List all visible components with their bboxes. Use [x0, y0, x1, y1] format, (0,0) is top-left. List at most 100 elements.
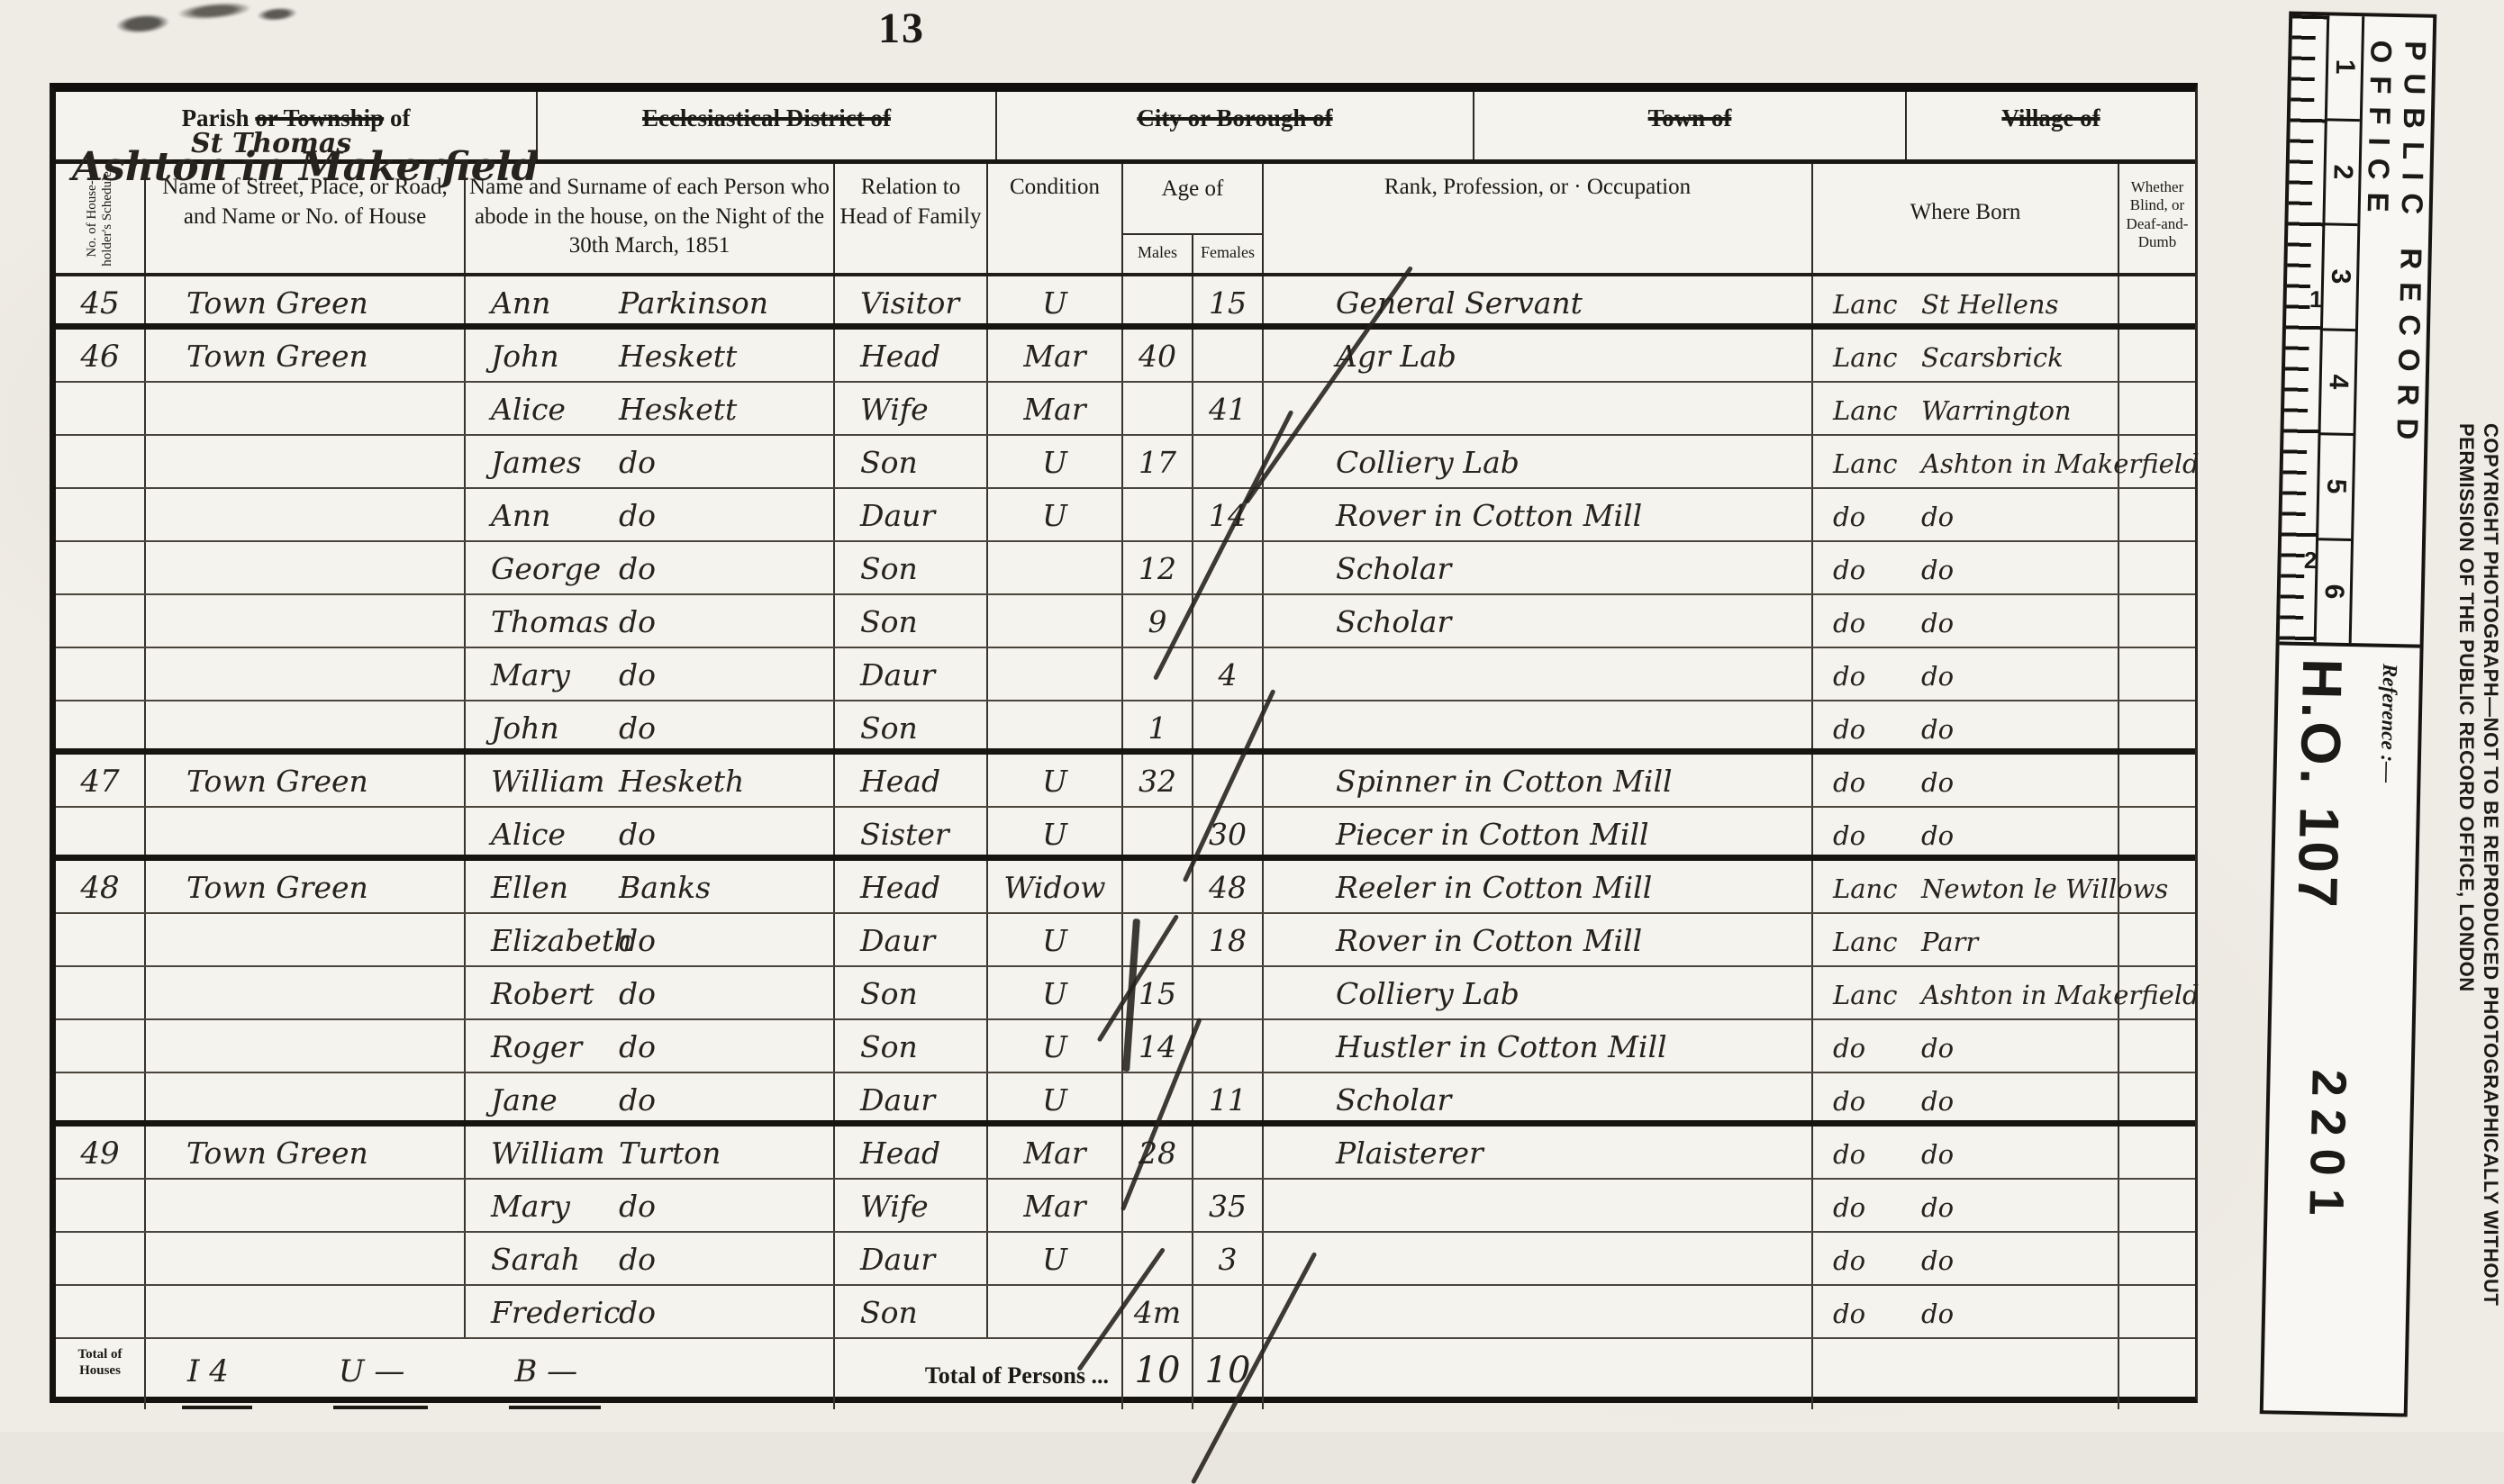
city-borough-heading: City or Borough of — [997, 92, 1474, 159]
born-county: do — [1813, 608, 1921, 638]
cell-occupation — [1264, 701, 1813, 748]
cell-blind-deaf — [2119, 1127, 2195, 1178]
person-forename: Jane — [466, 1082, 619, 1118]
cell-occupation: Colliery Lab — [1264, 436, 1813, 487]
cell-schedule-number — [56, 648, 146, 700]
form-heading-band: Parish or Township of St Thomas Ashton i… — [56, 92, 2195, 164]
cell-blind-deaf — [2119, 967, 2195, 1018]
cell-relation: Head — [835, 861, 988, 912]
cell-schedule-number: 47 — [56, 755, 146, 806]
cell-street — [146, 436, 466, 487]
cell-condition: Mar — [988, 330, 1123, 381]
person-surname: do — [619, 1082, 656, 1118]
cell-age-male — [1123, 489, 1193, 540]
cell-occupation: Colliery Lab — [1264, 967, 1813, 1018]
cell-blind-deaf — [2119, 808, 2195, 855]
cell-age-male: 32 — [1123, 755, 1193, 806]
cell-occupation: Scholar — [1264, 1073, 1813, 1120]
person-surname: do — [619, 551, 656, 586]
cell-blind-deaf — [2119, 542, 2195, 593]
cell-blind-deaf — [2119, 701, 2195, 748]
cell-condition: U — [988, 276, 1123, 323]
person-surname: do — [619, 1189, 656, 1224]
born-place: do — [1921, 661, 1954, 692]
cell-occupation: Reeler in Cotton Mill — [1264, 861, 1813, 912]
cell-age-male: 40 — [1123, 330, 1193, 381]
cell-blind-deaf — [2119, 914, 2195, 965]
cell-relation: Son — [835, 967, 988, 1018]
person-surname: Heskett — [619, 339, 737, 374]
cell-occupation: Scholar — [1264, 595, 1813, 647]
person-surname: do — [619, 817, 656, 852]
person-forename: George — [466, 551, 619, 586]
cell-street — [146, 1233, 466, 1284]
person-forename: Robert — [466, 976, 619, 1011]
cell-street: Town Green — [146, 1127, 466, 1178]
col-condition-header: Condition — [988, 164, 1123, 273]
person-forename: William — [466, 764, 619, 799]
cell-schedule-number — [56, 1180, 146, 1231]
person-surname: do — [619, 445, 656, 480]
cell-occupation: Rover in Cotton Mill — [1264, 914, 1813, 965]
cell-age-male — [1123, 383, 1193, 434]
cell-condition: U — [988, 1233, 1123, 1284]
cell-schedule-number — [56, 701, 146, 748]
cell-occupation: Plaisterer — [1264, 1127, 1813, 1178]
cell-relation: Son — [835, 1020, 988, 1072]
cell-blind-deaf — [2119, 1073, 2195, 1120]
cell-age-male: 1 — [1123, 701, 1193, 748]
cell-condition: U — [988, 914, 1123, 965]
reference-box: H.O. 107 Reference :— 2201 — [2264, 645, 2420, 1413]
person-forename: Thomas — [466, 604, 619, 639]
born-county: do — [1813, 714, 1921, 745]
parish-value-line2: Ashton in Makerfield — [72, 144, 539, 190]
cell-condition: U — [988, 1073, 1123, 1120]
person-surname: do — [619, 923, 656, 958]
born-place: Scarsbrick — [1921, 342, 2064, 373]
cell-age-male: 17 — [1123, 436, 1193, 487]
cell-schedule-number — [56, 808, 146, 855]
col-blind-header: Whether Blind, or Deaf-and-Dumb — [2119, 164, 2195, 273]
cell-age-female: 35 — [1193, 1180, 1264, 1231]
col-whereborn-header: Where Born — [1813, 164, 2119, 273]
cell-street: Town Green — [146, 861, 466, 912]
cell-schedule-number — [56, 383, 146, 434]
cell-occupation: General Servant — [1264, 276, 1813, 323]
cell-blind-deaf — [2119, 383, 2195, 434]
person-surname: do — [619, 604, 656, 639]
person-surname: Banks — [619, 870, 711, 905]
cell-condition — [988, 595, 1123, 647]
page-number: 13 — [878, 4, 925, 53]
total-persons-label: Total of Persons ... — [835, 1339, 1123, 1409]
town-heading: Town of — [1474, 92, 1907, 159]
cell-person-name: Elizabethdo — [466, 914, 835, 965]
cell-occupation — [1264, 1233, 1813, 1284]
houses-uninhabited-value: U — — [333, 1353, 428, 1409]
cell-condition: U — [988, 755, 1123, 806]
cell-age-female — [1193, 967, 1264, 1018]
cell-relation: Son — [835, 595, 988, 647]
person-forename: Roger — [466, 1029, 619, 1064]
cell-relation: Son — [835, 436, 988, 487]
cell-street — [146, 595, 466, 647]
cell-schedule-number — [56, 1286, 146, 1337]
cell-relation: Head — [835, 755, 988, 806]
cell-age-female: 3 — [1193, 1233, 1264, 1284]
born-county: Lanc — [1813, 289, 1921, 320]
cell-street — [146, 489, 466, 540]
